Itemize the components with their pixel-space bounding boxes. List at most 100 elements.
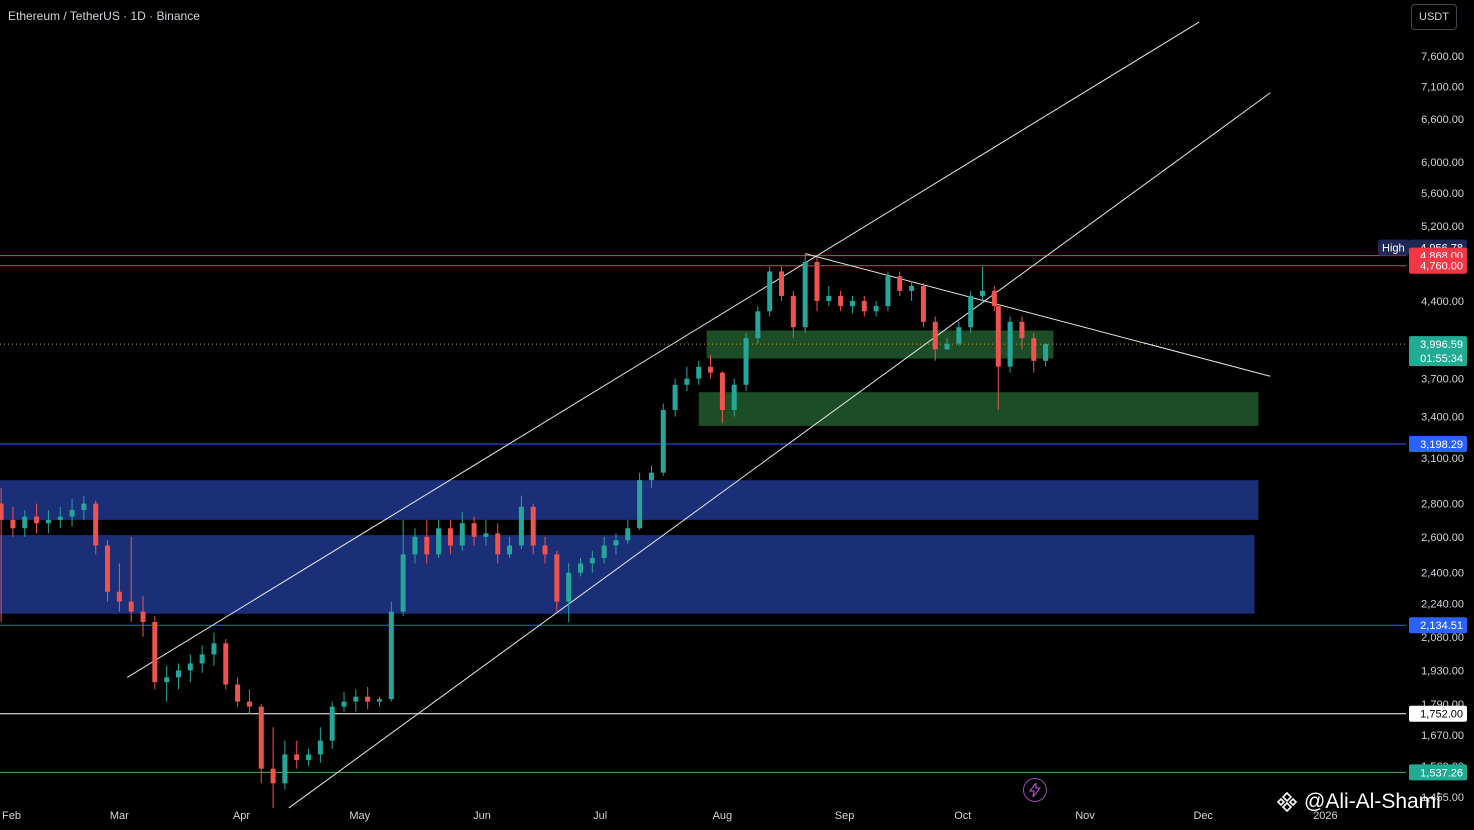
candle xyxy=(625,519,631,544)
y-tick-label: 1,930.00 xyxy=(1421,665,1464,677)
candle xyxy=(755,306,761,344)
candle xyxy=(223,638,229,690)
candle xyxy=(932,316,938,361)
x-tick-label: Mar xyxy=(110,810,129,822)
candle xyxy=(400,519,406,616)
candle xyxy=(447,519,453,555)
candle xyxy=(93,500,99,555)
candle-body xyxy=(164,677,170,683)
candle-body xyxy=(995,306,1001,367)
candle xyxy=(719,371,725,424)
candle-body xyxy=(696,366,702,379)
y-tick-label: 1,455.00 xyxy=(1421,792,1464,804)
candle-body xyxy=(69,510,75,517)
x-tick-label: Nov xyxy=(1075,810,1095,822)
candle-body xyxy=(270,768,276,784)
candle xyxy=(105,540,111,602)
candle-body xyxy=(353,696,359,702)
currency-button[interactable]: USDT xyxy=(1411,4,1457,30)
candle xyxy=(743,332,749,391)
symbol-title[interactable]: Ethereum / TetherUS · 1D · Binance xyxy=(8,9,200,23)
candle xyxy=(388,601,394,702)
candle-body xyxy=(447,528,453,546)
candle-body xyxy=(849,300,855,307)
candle-body xyxy=(601,545,607,558)
y-tick-label: 2,240.00 xyxy=(1421,599,1464,611)
candle xyxy=(483,519,489,546)
candle-body xyxy=(897,276,903,291)
candle-body xyxy=(175,670,181,678)
candle xyxy=(436,519,442,558)
candle-body xyxy=(826,295,832,301)
candle-body xyxy=(116,591,122,602)
candle-body xyxy=(660,410,666,473)
price-axis[interactable]: 7,600.00 7,100.00 6,600.00 6,000.00 5,600.00… xyxy=(1421,51,1464,804)
candle xyxy=(731,378,737,417)
candle-body xyxy=(152,621,158,683)
candle xyxy=(34,503,40,534)
y-tick-label: 5,600.00 xyxy=(1421,188,1464,200)
candle-body xyxy=(719,372,725,411)
y-tick-label: 1,670.00 xyxy=(1421,730,1464,742)
x-tick-label: Jul xyxy=(593,810,607,822)
y-tick-label: 7,600.00 xyxy=(1421,51,1464,63)
candle xyxy=(909,281,915,301)
candle xyxy=(991,285,997,312)
y-tick-label: 7,100.00 xyxy=(1421,82,1464,94)
candle xyxy=(128,536,134,622)
candle-body xyxy=(920,285,926,322)
candle xyxy=(637,472,643,530)
candle xyxy=(861,295,867,317)
candle-body xyxy=(566,572,572,602)
candle xyxy=(270,727,276,808)
x-tick-label: Oct xyxy=(954,810,971,822)
author-name: @Ali-Al-Shami xyxy=(1304,790,1441,813)
candle-body xyxy=(684,378,690,385)
candle-body xyxy=(211,643,217,655)
channel-lower xyxy=(288,92,1271,809)
candle-body xyxy=(329,706,335,741)
candle-body xyxy=(22,516,28,529)
x-tick-label: Jun xyxy=(473,810,491,822)
candle xyxy=(175,663,181,690)
candle xyxy=(424,519,430,564)
time-axis[interactable]: Feb Mar Apr May Jun Jul Aug Sep Oct Nov Dec 2026 xyxy=(2,810,1338,822)
price-tag: 2,134.51 xyxy=(1409,617,1467,634)
demand-zone-lower xyxy=(698,392,1259,426)
y-tick-label: 4,400.00 xyxy=(1421,296,1464,308)
price-tag-box xyxy=(1409,336,1467,367)
candle xyxy=(495,523,501,564)
candle xyxy=(282,740,288,790)
candle-body xyxy=(731,384,737,411)
price-tag-value: 3,198.29 xyxy=(1420,439,1463,451)
candle-body xyxy=(814,261,820,301)
candle-body xyxy=(140,611,146,622)
candle-body xyxy=(400,554,406,612)
price-tag: 1,537.26 xyxy=(1409,764,1467,781)
candle-body xyxy=(909,285,915,291)
candle xyxy=(412,528,418,564)
lightning-icon[interactable] xyxy=(1023,778,1047,802)
candle xyxy=(1043,343,1049,367)
price-tags-layer: 4,956.78High4,868.004,760.003,996.5901:5… xyxy=(1378,239,1467,781)
candle-body xyxy=(932,321,938,350)
x-tick-label: May xyxy=(349,810,370,822)
candle-body xyxy=(767,271,773,312)
candle-body xyxy=(459,523,465,546)
candle-body xyxy=(282,754,288,784)
candle xyxy=(613,533,619,555)
candle xyxy=(258,704,264,784)
candle-body xyxy=(424,536,430,555)
y-tick-label: 2,400.00 xyxy=(1421,568,1464,580)
candle xyxy=(507,536,513,558)
candle xyxy=(294,740,300,769)
candle-body xyxy=(10,519,16,529)
candle xyxy=(471,516,477,546)
candle xyxy=(199,645,205,673)
candle-body xyxy=(507,545,513,555)
price-tag-label: High xyxy=(1382,243,1405,255)
candles-layer xyxy=(0,253,1049,808)
price-tag-box xyxy=(1409,257,1467,274)
candle-body xyxy=(518,506,524,546)
